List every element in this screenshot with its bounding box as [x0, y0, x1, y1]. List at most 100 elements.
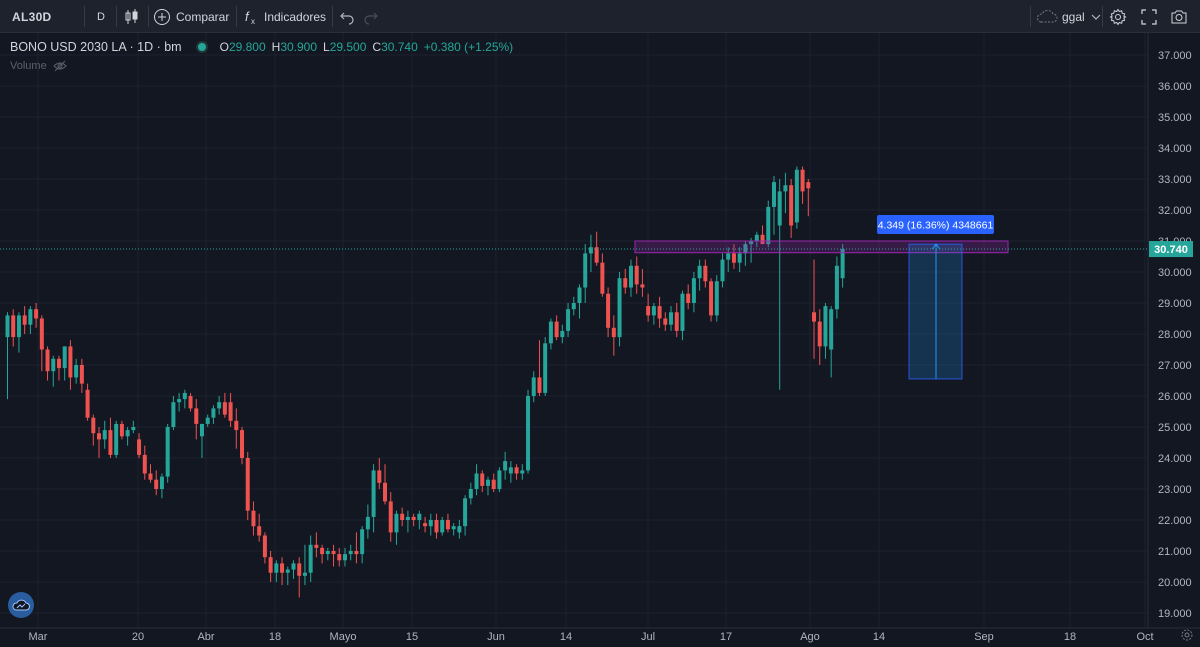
candle-body: [394, 513, 399, 533]
time-tick-label: Jul: [641, 631, 655, 643]
price-tick-label: 34.000: [1158, 143, 1192, 155]
candle-body: [51, 358, 56, 372]
candle-body: [274, 563, 279, 573]
fullscreen-button[interactable]: [1136, 4, 1162, 30]
candle-body: [600, 262, 605, 294]
eye-hidden-icon[interactable]: [52, 60, 67, 72]
candle-body: [743, 244, 748, 254]
candle-body: [806, 182, 811, 189]
screenshot-button[interactable]: [1166, 4, 1192, 30]
candle-body: [840, 249, 845, 279]
indicators-button[interactable]: f x Indicadores: [244, 0, 326, 33]
symbol-search-button[interactable]: AL30D: [6, 0, 90, 33]
high-label: H: [271, 40, 281, 54]
resistance-zone-rectangle[interactable]: [634, 240, 1009, 254]
toolbar-divider: [236, 6, 237, 27]
low-value: 29.500: [329, 40, 367, 54]
candle-body: [588, 247, 593, 254]
candle-body: [508, 467, 513, 474]
chart-background: [0, 33, 1200, 646]
candle-body: [640, 284, 645, 288]
candle-body: [554, 321, 559, 338]
candle-body: [251, 510, 256, 527]
measure-label-box: [877, 215, 994, 234]
last-price-value: 30.740: [1154, 244, 1188, 256]
undo-icon: [340, 12, 354, 25]
candle-body: [720, 259, 725, 282]
candle-body: [188, 396, 193, 409]
candle-body: [62, 346, 67, 369]
bar-style-button[interactable]: [120, 0, 144, 33]
layout-menu-button[interactable]: ggal: [1036, 0, 1101, 33]
time-axis-settings-button[interactable]: [1180, 628, 1194, 647]
candle-body: [503, 461, 508, 471]
candle-body: [194, 408, 199, 424]
interval-button[interactable]: D: [90, 0, 112, 33]
drawings-layer: 4.349 (16.36%) 4348661: [634, 215, 1009, 380]
candle-body: [79, 365, 84, 384]
candle-body: [731, 253, 736, 263]
candle-body: [297, 563, 302, 576]
time-tick-label: Jun: [487, 631, 505, 643]
price-tick-label: 22.000: [1158, 515, 1192, 527]
compare-button[interactable]: Comparar: [153, 0, 229, 33]
candle-body: [834, 265, 839, 310]
candle-body: [691, 278, 696, 303]
candle-body: [789, 185, 794, 226]
compare-label: Comparar: [176, 9, 230, 24]
time-tick-label: Ago: [800, 631, 820, 643]
candle-body: [737, 253, 742, 263]
candle-body: [182, 392, 187, 400]
time-tick-label: 18: [269, 631, 281, 643]
candle-body: [457, 526, 462, 533]
price-tick-label: 21.000: [1158, 546, 1192, 558]
candle-body: [646, 306, 651, 316]
candle-body: [400, 513, 405, 520]
settings-gear-icon: [1109, 8, 1127, 26]
candle-body: [308, 544, 313, 573]
market-status-dot: [195, 41, 208, 53]
candle-body: [320, 547, 325, 555]
price-tick-label: 23.000: [1158, 484, 1192, 496]
time-tick-label: 14: [560, 631, 572, 643]
candle-body: [222, 402, 227, 415]
price-axis[interactable]: 37.00036.00035.00034.00033.00032.00031.0…: [1158, 50, 1192, 620]
price-tick-label: 20.000: [1158, 577, 1192, 589]
candle-body: [594, 247, 599, 263]
candle-body: [85, 389, 90, 418]
candle-body: [56, 358, 61, 369]
price-tick-label: 33.000: [1158, 174, 1192, 186]
candle-body: [91, 417, 96, 434]
settings-button[interactable]: [1105, 4, 1131, 30]
candle-body: [234, 420, 239, 431]
candle-body: [709, 281, 714, 316]
candle-body: [125, 430, 130, 437]
indicators-label: Indicadores: [264, 9, 327, 24]
candle-body: [485, 479, 490, 486]
volume-legend[interactable]: Volume: [10, 60, 67, 72]
chevron-down-icon: [1091, 14, 1101, 20]
candle-body: [154, 479, 159, 489]
price-chart[interactable]: 4.349 (16.36%) 4348661 37.000 36.000 35.00…: [0, 33, 1200, 646]
time-axis[interactable]: Mar 20 Abr 18 Mayo 15 Jun 14 Jul 17 Ago 14 Sep 18 Oct: [29, 631, 1154, 643]
candle-body: [451, 526, 456, 530]
price-tick-label: 37.000: [1158, 50, 1192, 62]
candle-body: [257, 526, 262, 536]
candle-body: [228, 402, 233, 421]
candle-body: [514, 467, 519, 474]
candle-body: [583, 253, 588, 288]
time-tick-label: Oct: [1136, 631, 1153, 643]
candle-body: [97, 433, 102, 440]
candle-body: [325, 551, 330, 555]
undo-button[interactable]: [338, 0, 356, 33]
time-tick-label: 14: [873, 631, 885, 643]
toolbar-divider: [148, 6, 149, 27]
candle-body: [491, 479, 496, 489]
candle-body: [480, 473, 485, 486]
tradingview-logo-icon[interactable]: [8, 592, 34, 618]
candle-body: [714, 281, 719, 316]
price-tick-label: 30.000: [1158, 267, 1192, 279]
price-tick-label: 29.000: [1158, 298, 1192, 310]
candle-body: [771, 182, 776, 207]
redo-button[interactable]: [362, 0, 380, 33]
